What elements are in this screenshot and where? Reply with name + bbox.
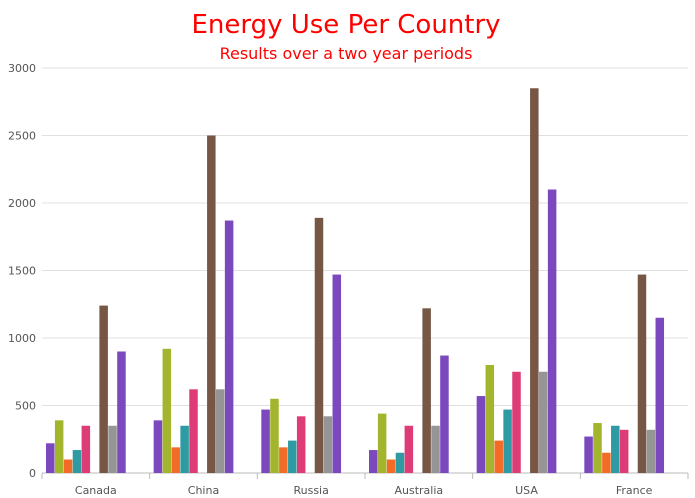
y-tick-label: 1000 [8, 332, 36, 345]
bar [655, 317, 665, 473]
bar [485, 365, 495, 473]
y-tick-label: 3000 [8, 62, 36, 75]
bar [503, 409, 512, 473]
bar [538, 371, 548, 473]
chart-subtitle: Results over a two year periods [220, 44, 473, 63]
bar [153, 420, 163, 473]
bar [431, 425, 440, 473]
y-tick-label: 500 [15, 400, 36, 413]
bar [171, 447, 180, 473]
bar [54, 420, 64, 473]
bar [593, 423, 602, 473]
bar [288, 440, 297, 473]
bar [440, 355, 449, 473]
bar [512, 371, 521, 473]
x-tick-label: Canada [75, 484, 117, 497]
x-tick-label: Australia [394, 484, 443, 497]
y-tick-label: 2500 [8, 130, 36, 143]
bar [494, 440, 503, 473]
x-tick-label: USA [515, 484, 538, 497]
bar [180, 425, 189, 473]
x-axis: Canada China Russia Australia USA France [41, 473, 689, 497]
x-tick-label: China [188, 484, 219, 497]
y-tick-label: 2000 [8, 197, 36, 210]
x-tick-label: France [616, 484, 653, 497]
y-tick-label: 0 [29, 467, 36, 480]
x-tick-label: Russia [293, 484, 328, 497]
bar [81, 425, 91, 473]
bar [207, 135, 216, 473]
bar [547, 189, 557, 473]
bar [637, 274, 647, 473]
bar [296, 416, 306, 473]
bar [46, 443, 55, 473]
bar [63, 459, 73, 473]
bar [611, 425, 620, 473]
bar [395, 452, 405, 473]
bar [530, 88, 539, 473]
bar [99, 305, 108, 473]
bar [619, 429, 629, 473]
bar [422, 308, 431, 473]
bar [279, 447, 288, 473]
bar [224, 220, 234, 473]
chart-title: Energy Use Per Country [191, 10, 500, 40]
bar [314, 217, 324, 473]
y-tick-label: 1500 [8, 265, 36, 278]
bar [602, 452, 611, 473]
bar [108, 425, 117, 473]
gridlines [42, 67, 688, 474]
bar [189, 389, 198, 473]
bar [386, 459, 396, 473]
plot-area [46, 88, 665, 473]
bar [369, 450, 378, 473]
bar [404, 425, 414, 473]
bar [584, 436, 593, 473]
y-axis: 0 500 1000 1500 2000 2500 3000 [8, 62, 36, 480]
bar [646, 429, 656, 473]
bar [377, 413, 387, 473]
bar [261, 409, 270, 473]
bar [72, 450, 82, 473]
bar [117, 351, 126, 473]
bar [270, 398, 279, 473]
bar [476, 396, 486, 473]
bar [162, 348, 172, 473]
bar [332, 274, 342, 473]
bar [323, 416, 333, 473]
bar [215, 389, 225, 473]
